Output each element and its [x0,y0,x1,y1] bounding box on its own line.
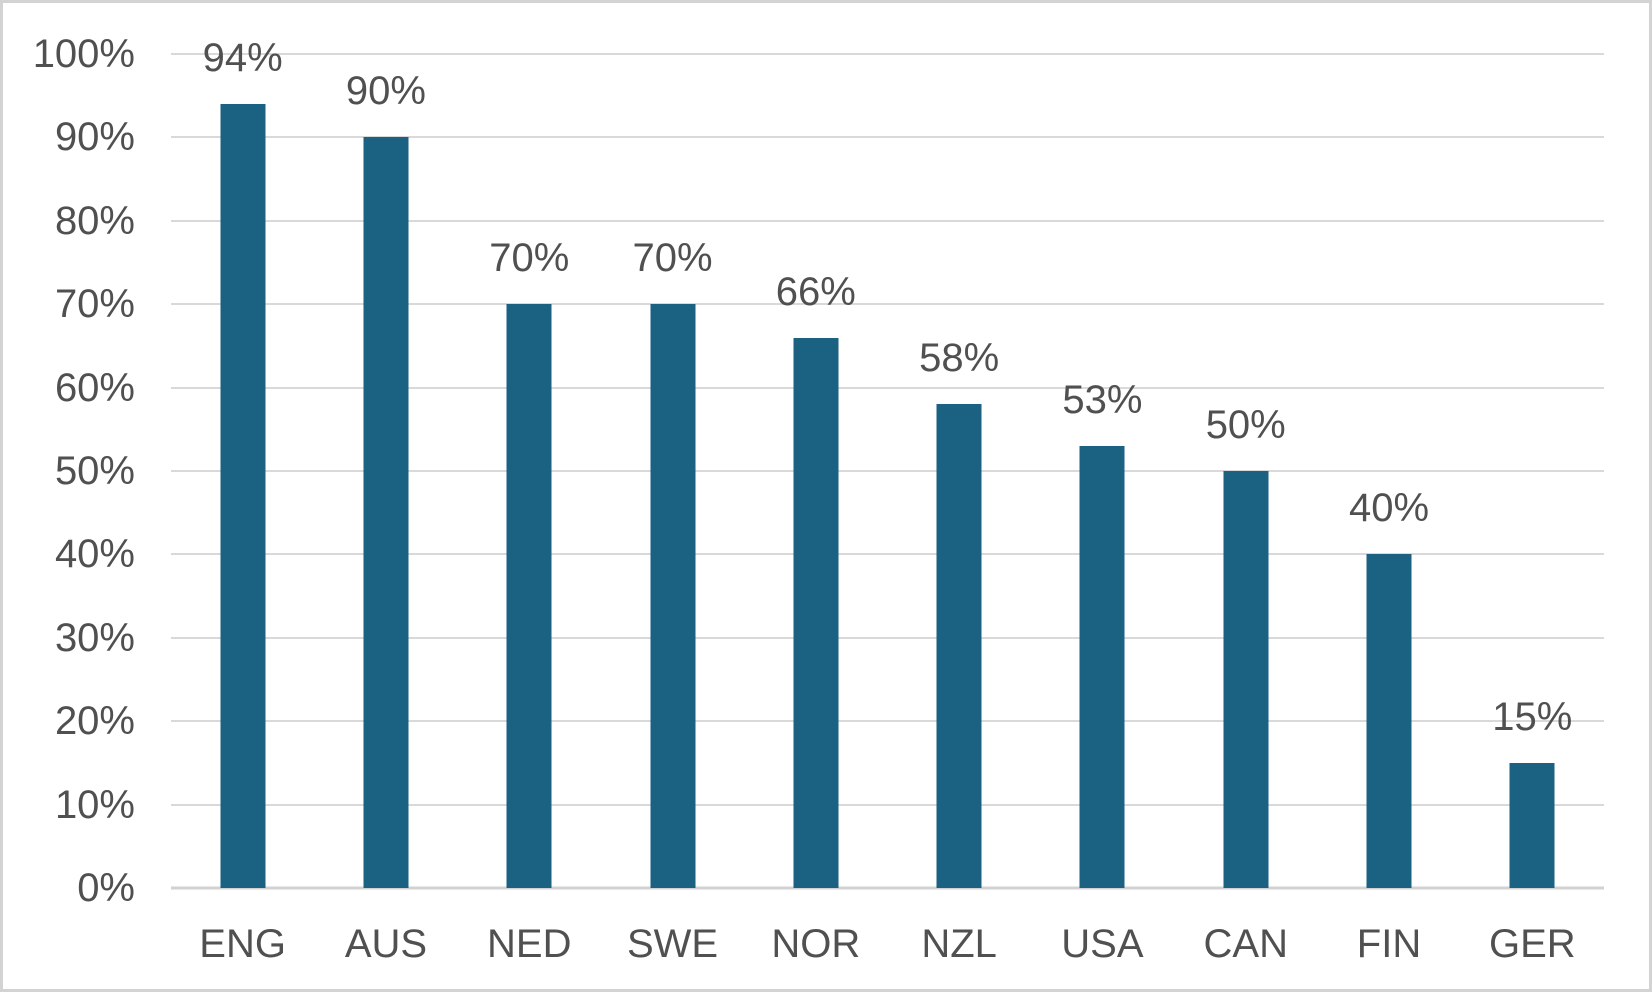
bar-ned [506,304,552,888]
x-tick-label-fin: FIN [1356,922,1422,966]
x-tick-label-aus: AUS [344,922,428,966]
x-tick-label-usa: USA [1061,922,1144,966]
bar-value-label: 94% [202,36,283,81]
bar-slot: 58% [887,54,1030,888]
x-tick-label-swe: SWE [626,922,719,966]
bar-slot: 50% [1174,54,1317,888]
gridline [171,636,1604,639]
bar-swe [650,304,696,888]
bar-value-label: 15% [1492,694,1573,739]
y-tick-label: 30% [54,615,135,660]
bar-slot: 53% [1031,54,1174,888]
bar-slot: 66% [744,54,887,888]
y-tick-label: 70% [54,282,135,327]
bar-nor [793,337,839,888]
bar-nzl [936,404,982,888]
gridline [171,803,1604,806]
plot-area: 94% 90% 70% 70% 66% 58% 53% 50% 40% 15% [171,36,1604,890]
bar-slot: 40% [1317,54,1460,888]
x-axis-line [171,886,1604,890]
x-axis: ENG AUS NED SWE NOR NZL USA CAN FIN GER [171,888,1604,967]
y-tick-label: 10% [54,782,135,827]
y-tick-label: 80% [54,198,135,243]
bar-eng [220,104,266,888]
x-tick-label-nzl: NZL [921,922,997,966]
x-tick-label-ger: GER [1488,922,1576,966]
y-tick-label: 100% [32,32,135,76]
bar-value-label: 58% [919,336,1000,381]
x-tick-label-ned: NED [487,922,572,966]
bars-container: 94% 90% 70% 70% 66% 58% 53% 50% 40% 15% [171,36,1604,888]
gridline [171,303,1604,306]
bar-value-label: 40% [1348,486,1430,531]
x-tick-label-eng: ENG [199,922,286,966]
bar-ger [1509,762,1555,888]
bar-value-label: 90% [345,69,426,114]
bar-slot: 15% [1461,54,1604,888]
y-tick-label: 20% [54,699,135,744]
y-tick-label: 90% [54,115,135,160]
bar-value-label: 50% [1205,403,1286,447]
gridline [171,470,1604,472]
bar-slot: 70% [601,54,744,888]
y-tick-label: 50% [54,449,135,493]
bar-value-label: 70% [489,236,570,281]
bar-slot: 90% [314,54,457,888]
y-axis: 0% 10% 20% 30% 40% 50% 60% 70% 80% 90% 100% [3,3,135,989]
bar-can [1223,471,1269,888]
bar-value-label: 66% [775,269,856,314]
bar-value-label: 53% [1062,377,1143,422]
bar-fin [1366,554,1412,888]
bar-aus [363,137,409,888]
y-tick-label: 40% [54,532,135,577]
gridline [171,553,1604,556]
bar-slot: 70% [458,54,601,888]
gridline [171,136,1604,139]
x-tick-label-nor: NOR [771,922,861,966]
gridline [171,219,1604,222]
gridline [171,720,1604,723]
bar-value-label: 70% [632,236,713,281]
y-tick-label: 0% [77,866,135,910]
bar-usa [1079,445,1125,888]
x-tick-label-can: CAN [1203,922,1288,966]
bar-slot: 94% [171,36,314,888]
gridline [171,386,1604,389]
gridline [171,53,1604,55]
y-tick-label: 60% [54,365,135,410]
